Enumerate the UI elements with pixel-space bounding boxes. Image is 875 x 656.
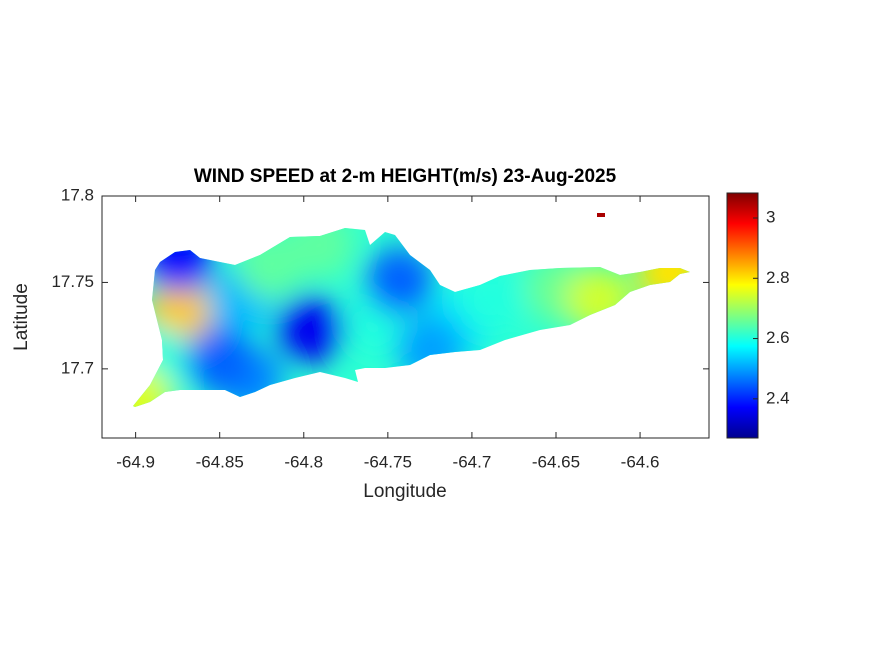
y-tick-label: 17.7 <box>61 358 94 377</box>
y-tick-label: 17.8 <box>61 185 94 204</box>
x-tick-label: -64.7 <box>453 452 492 471</box>
chart-title: WIND SPEED at 2-m HEIGHT(m/s) 23-Aug-202… <box>194 166 617 187</box>
field-sample <box>276 295 345 364</box>
y-tick-label: 17.75 <box>51 272 94 291</box>
field-sample <box>365 246 434 315</box>
x-tick-label: -64.75 <box>364 452 412 471</box>
field-sample <box>185 326 254 395</box>
x-tick-label: -64.6 <box>621 452 660 471</box>
x-axis-label: Longitude <box>363 481 446 502</box>
colorbar-tick-label: 2.6 <box>766 328 790 347</box>
y-axis-label: Latitude <box>11 283 32 351</box>
x-tick-label: -64.9 <box>116 452 155 471</box>
colorbar-tick-label: 2.8 <box>766 268 790 287</box>
colorbar <box>726 192 759 439</box>
x-tick-label: -64.8 <box>284 452 323 471</box>
colorbar-tick-label: 3 <box>766 207 775 226</box>
field-sample <box>133 365 173 407</box>
x-tick-label: -64.85 <box>196 452 244 471</box>
colorbar-tick-label: 2.4 <box>766 388 790 407</box>
x-tick-label: -64.65 <box>532 452 580 471</box>
